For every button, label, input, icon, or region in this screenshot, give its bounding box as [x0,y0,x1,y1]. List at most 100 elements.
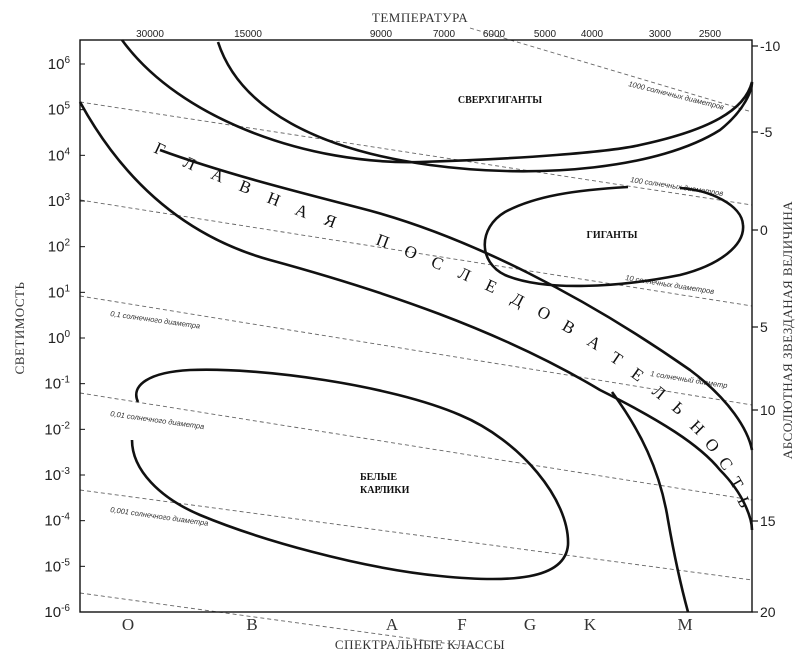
white-dwarfs-label-line2: КАРЛИКИ [360,485,410,496]
temperature-tick-label: 7000 [433,29,456,40]
diameter-line-0-001 [79,592,481,649]
luminosity-tick-exponent: 4 [64,146,70,157]
supergiants-region [120,39,754,173]
magnitude-tick-label: 20 [760,604,776,620]
temperature-tick-label: 5000 [534,29,557,40]
luminosity-tick-base: 10 [48,330,65,347]
luminosity-tick-exponent: 0 [64,329,70,340]
ms-letter: Л [648,381,669,403]
ms-letter: П [374,230,392,252]
plot-frame [79,39,753,613]
temperature-tick-label: 3000 [649,29,672,40]
luminosity-tick-base: 10 [48,284,65,301]
luminosity-tick-base: 10 [48,193,65,210]
ms-letter: Л [455,263,474,285]
diameter-label-0-1: 0,1 солнечного диаметра [110,309,201,331]
diameter-label-0-01: 0,01 солнечного диаметра [110,409,205,431]
magnitude-axis-title: АБСОЛЮТНАЯ ЗВЕЗДАНАЯ ВЕЛИЧИНА [780,201,795,459]
temperature-tick-label: 15000 [234,29,262,40]
luminosity-tick-label: 10-3 [44,466,70,484]
diameter-line-100 [79,101,753,206]
luminosity-tick-exponent: -2 [61,420,70,431]
luminosity-tick-label: 101 [48,283,71,301]
ms-letter: Я [322,210,339,232]
luminosity-tick-label: 106 [48,55,71,73]
luminosity-tick-base: 10 [44,467,61,484]
main-sequence-lower-tail [610,391,690,613]
ms-letter: А [293,200,312,222]
luminosity-tick-label: 105 [48,101,71,119]
luminosity-tick-label: 10-2 [44,420,70,438]
luminosity-tick-exponent: 2 [64,238,70,249]
luminosity-tick-base: 10 [44,558,61,575]
luminosity-tick-exponent: 3 [64,192,70,203]
luminosity-tick-label: 104 [48,146,71,164]
magnitude-tick-label: -5 [760,124,773,140]
temperature-ticks: 30000 15000 9000 7000 6000 5000 4000 3000 2500 [136,29,721,40]
temperature-tick-label: 4000 [581,29,604,40]
ms-letter: С [428,252,446,274]
luminosity-tick-base: 10 [48,56,65,73]
luminosity-tick-exponent: 5 [64,101,70,112]
giants-label: ГИГАНТЫ [587,230,638,241]
luminosity-tick-label: 103 [48,192,71,210]
magnitude-tick-label: 0 [760,222,768,238]
ms-letter: А [584,331,605,354]
luminosity-tick-exponent: 6 [64,55,70,66]
ms-letter: О [402,241,421,263]
ms-letter: Н [265,188,284,210]
luminosity-tick-base: 10 [44,376,61,393]
spectral-class-label: B [246,615,257,634]
luminosity-tick-exponent: -6 [61,603,70,614]
spectral-class-axis-title: СПЕКТРАЛЬНЫЕ КЛАССЫ [335,637,505,652]
spectral-class-label: M [677,615,692,634]
ms-letter: Д [508,289,527,311]
magnitude-tick-label: -10 [760,38,780,54]
luminosity-axis-title: СВЕТИМОСТЬ [12,282,27,375]
luminosity-tick-exponent: -5 [61,557,70,568]
diameter-lines [79,27,753,649]
luminosity-tick-label: 10-4 [44,512,70,530]
temperature-tick-label: 6000 [483,29,506,40]
main-sequence-upper [159,148,754,451]
luminosity-tick-base: 10 [44,421,61,438]
luminosity-tick-base: 10 [48,239,65,256]
luminosity-tick-base: 10 [44,604,61,621]
ms-letter: Е [482,275,499,297]
luminosity-tick-base: 10 [44,513,61,530]
giants-region [483,185,745,288]
temperature-tick-label: 2500 [699,29,722,40]
luminosity-tick-label: 102 [48,238,71,256]
white-dwarfs-label-line1: БЕЛЫЕ [360,472,397,483]
temperature-tick-label: 9000 [370,29,393,40]
luminosity-ticks: 10610510410310210110010-110-210-310-410-… [44,55,85,621]
spectral-class-label: K [584,615,597,634]
ms-letter: Г [151,138,168,159]
luminosity-tick-base: 10 [48,102,65,119]
luminosity-tick-label: 10-5 [44,557,70,575]
luminosity-tick-base: 10 [48,147,65,164]
temperature-tick-label: 30000 [136,29,164,40]
luminosity-tick-label: 10-6 [44,603,70,621]
luminosity-tick-exponent: -3 [61,466,70,477]
magnitude-ticks: -10 -5 0 5 10 15 20 [752,38,780,620]
spectral-class-label: O [122,615,134,634]
temperature-axis-title: ТЕМПЕРАТУРА [372,10,468,25]
diameter-label-0-001: 0,001 солнечного диаметра [110,505,209,528]
diameter-line-10 [79,199,753,307]
ms-letter: Ь [668,398,688,419]
luminosity-tick-label: 100 [48,329,71,347]
main-sequence-band [78,101,754,531]
supergiants-label: СВЕРХГИГАНТЫ [458,95,542,106]
diameter-line-0-01 [79,489,753,581]
ms-letter: В [559,316,578,338]
diameter-line-0-1 [79,392,753,501]
main-sequence-label: Г Л А В Н А Я П О С Л Е Д О В А Т Е Л Ь … [151,138,755,510]
luminosity-tick-exponent: 1 [64,283,70,294]
spectral-class-label: F [457,615,466,634]
ms-letter: В [237,176,255,198]
diameter-label-1000: 1000 солнечных диаметров [628,79,725,111]
magnitude-tick-label: 5 [760,319,768,335]
